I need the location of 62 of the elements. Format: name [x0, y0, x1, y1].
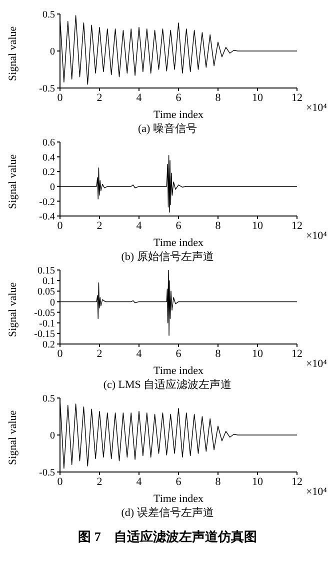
x-tick-label: 2	[96, 476, 102, 488]
y-tick-label: -0.15	[34, 328, 55, 340]
y-tick-label: 0.5	[42, 10, 55, 21]
x-axis-title: Time index	[153, 237, 204, 249]
y-tick-label: 0	[50, 182, 55, 193]
text: (d) 误差信号左声道	[120, 506, 215, 520]
x-axis-title: Time index	[153, 365, 204, 377]
y-tick-label: 0	[50, 297, 55, 308]
x-tick-label: 8	[215, 476, 222, 488]
caption: 图 7 自适应滤波左声道仿真图	[77, 528, 258, 546]
x-axis-title: Time index	[153, 109, 204, 121]
text: (c) LMS 自适应滤波左声道	[102, 378, 233, 392]
x-axis-title: Time index	[153, 493, 204, 505]
line-series	[60, 15, 297, 85]
y-tick-label: -0.5	[39, 468, 55, 479]
x-tick-label: 12	[292, 476, 302, 488]
x-tick-label: 8	[215, 348, 222, 360]
x-tick-label: 4	[136, 348, 142, 360]
text: ×10⁴	[306, 230, 327, 242]
x-tick-label: 6	[176, 476, 182, 488]
x-tick-label: 2	[96, 348, 102, 360]
x-tick-label: 10	[252, 92, 264, 104]
y-tick-label: -0.2	[39, 196, 55, 208]
text: (b) 原始信号左声道	[120, 250, 215, 264]
x-tick-label: 10	[252, 220, 264, 232]
x-tick-label: 10	[252, 348, 264, 360]
y-axis-title: Signal value	[6, 154, 19, 209]
text: ×10⁴	[306, 486, 327, 498]
y-tick-label: 0.5	[42, 394, 55, 405]
y-tick-label: 0.4	[42, 152, 55, 164]
x-tick-label: 2	[96, 220, 102, 232]
y-axis-title: Signal value	[6, 26, 19, 81]
text: ×10⁴	[306, 358, 327, 370]
x-tick-label: 12	[292, 348, 302, 360]
text: (a) 噪音信号	[137, 122, 198, 136]
x-tick-label: 6	[176, 92, 182, 104]
y-tick-label: 0.6	[42, 138, 55, 149]
y-tick-label: 0	[50, 46, 55, 58]
text: ×10⁴	[306, 102, 327, 114]
y-tick-label: -0.05	[34, 308, 55, 319]
x-tick-label: 6	[176, 348, 182, 360]
x-tick-label: 12	[292, 220, 302, 232]
y-tick-label: 0.1	[42, 276, 55, 288]
x-tick-label: 4	[136, 476, 142, 488]
y-tick-label: 0.2	[42, 167, 55, 178]
y-axis-title: Signal value	[6, 410, 19, 465]
y-tick-label: -0.5	[39, 84, 55, 95]
y-tick-label: 0	[50, 430, 55, 442]
x-tick-label: 8	[215, 220, 222, 232]
x-tick-label: 6	[176, 220, 182, 232]
x-tick-label: 2	[96, 92, 102, 104]
x-tick-label: 10	[252, 476, 264, 488]
y-tick-label: -0.4	[39, 212, 55, 223]
x-tick-label: 12	[292, 92, 302, 104]
y-axis-title: Signal value	[6, 282, 19, 337]
y-tick-label: 0.05	[38, 286, 55, 298]
y-tick-label: -0.1	[39, 318, 55, 330]
x-tick-label: 4	[136, 220, 142, 232]
x-tick-label: 4	[136, 92, 142, 104]
y-tick-label: 0.2	[42, 340, 55, 351]
y-tick-label: 0.15	[38, 266, 55, 277]
x-tick-label: 8	[215, 92, 222, 104]
